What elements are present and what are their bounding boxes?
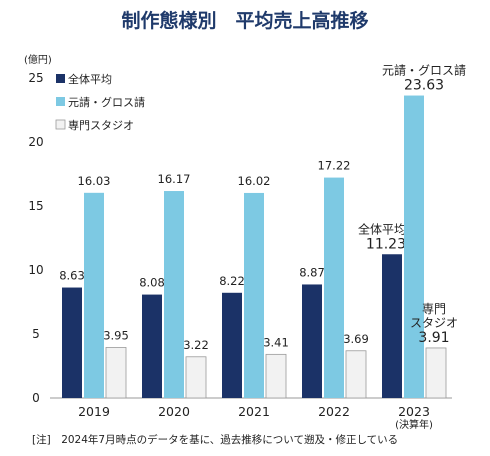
data-label: 3.41 (263, 335, 289, 349)
data-label: 3.69 (343, 332, 369, 346)
data-label: 8.63 (59, 269, 85, 283)
bar (164, 191, 184, 398)
annotation-label: スタジオ (410, 316, 458, 330)
bar (222, 292, 242, 398)
bar (404, 95, 424, 398)
bar (324, 177, 344, 398)
data-label: 3.95 (103, 328, 129, 342)
data-label: 11.23 (366, 236, 406, 252)
bar (142, 294, 162, 398)
bar (105, 347, 127, 399)
y-tick-label: 25 (28, 71, 43, 85)
x-tick-label: 2022 (318, 404, 350, 419)
chart-title: 制作態様別 平均売上高推移 (121, 9, 368, 32)
y-tick-label: 5 (32, 327, 40, 341)
legend-label: 全体平均 (68, 72, 112, 86)
data-label: 8.22 (219, 274, 245, 288)
bar (302, 284, 322, 398)
bar (244, 192, 264, 398)
bar (425, 347, 447, 399)
data-label: 16.17 (158, 172, 191, 186)
data-label: 23.63 (404, 78, 444, 94)
bar (265, 353, 287, 399)
bar (382, 254, 402, 398)
data-label: 3.91 (418, 330, 449, 346)
y-tick-label: 10 (28, 263, 43, 277)
bar (62, 287, 82, 398)
y-tick-label: 0 (32, 391, 40, 405)
annotation-label: 専門 (422, 302, 446, 316)
legend-swatch (55, 119, 66, 130)
data-label: 17.22 (318, 159, 351, 173)
x-tick-sublabel: (決算年) (395, 418, 433, 431)
y-axis-unit-label: (億円) (24, 53, 52, 66)
y-tick-label: 20 (28, 135, 43, 149)
data-label: 16.03 (78, 174, 111, 188)
bar (185, 356, 207, 399)
legend-label: 元請・グロス請 (68, 95, 145, 109)
data-label: 8.08 (139, 276, 165, 290)
plot-area: 0 5 10 15 20 25 8.63 16.03 3.95 2019 8.08 16.17 3.22… (28, 64, 466, 431)
data-label: 8.87 (299, 265, 325, 279)
legend-swatch (56, 97, 65, 106)
annotation-label: 元請・グロス請 (382, 64, 466, 78)
x-tick-label: 2021 (238, 404, 270, 419)
x-tick-label: 2020 (158, 404, 190, 419)
bar (84, 192, 104, 398)
data-label: 16.02 (238, 174, 271, 188)
annotation-label: 全体平均 (358, 221, 406, 236)
x-tick-label: 2019 (78, 404, 110, 419)
y-tick-label: 15 (28, 199, 43, 213)
bar (345, 350, 367, 399)
legend-label: 専門スタジオ (68, 119, 134, 132)
legend-swatch (56, 74, 65, 83)
data-label: 3.22 (183, 338, 209, 352)
chart-note: [注] 2024年7月時点のデータを基に、過去推移について遡及・修正している (32, 433, 398, 446)
x-tick-label: 2023 (398, 404, 430, 419)
